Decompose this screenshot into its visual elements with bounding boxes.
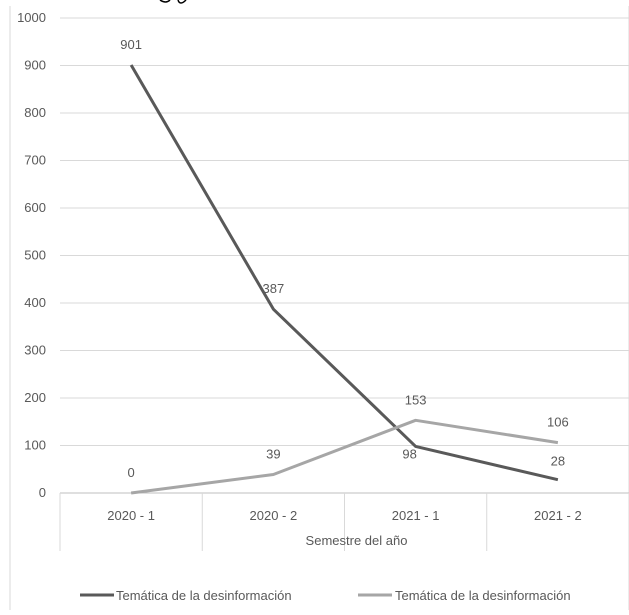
y-tick-label: 300	[24, 343, 46, 358]
title-fragment-stroke	[177, 0, 187, 4]
data-label: 28	[551, 454, 565, 469]
axes: 0 100 200 300 400 500 600 700 800 900 1000 2020 - 1…	[17, 10, 629, 551]
data-labels: 901 387 98 28 0 39 153 106	[120, 37, 568, 480]
x-tick-label: 2020 - 1	[107, 508, 155, 523]
data-label: 0	[128, 465, 135, 480]
y-tick-label: 400	[24, 295, 46, 310]
legend-label: Temática de la desinformación	[395, 588, 571, 603]
x-axis-title: Semestre del año	[306, 533, 408, 548]
data-label: 387	[263, 281, 285, 296]
y-tick-label: 200	[24, 390, 46, 405]
data-label: 39	[266, 446, 280, 461]
x-tick-label: 2021 - 2	[534, 508, 582, 523]
series-line	[129, 64, 559, 482]
series-lines	[129, 64, 559, 495]
title-fragment-stroke	[159, 0, 171, 3]
x-tick-label: 2021 - 1	[392, 508, 440, 523]
y-tick-label: 800	[24, 105, 46, 120]
y-tick-label: 700	[24, 153, 46, 168]
legend-label: Temática de la desinformación	[116, 588, 292, 603]
series-line	[130, 418, 559, 495]
y-tick-label: 900	[24, 58, 46, 73]
data-label: 98	[402, 446, 416, 461]
legend: Temática de la desinformación Temática de…	[80, 588, 571, 603]
data-label: 106	[547, 415, 569, 430]
y-tick-label: 500	[24, 248, 46, 263]
data-label: 901	[120, 37, 142, 52]
gridlines	[60, 17, 629, 446]
y-tick-label: 0	[39, 485, 46, 500]
y-tick-label: 1000	[17, 10, 46, 25]
x-tick-label: 2020 - 2	[250, 508, 298, 523]
data-label: 153	[405, 392, 427, 407]
y-tick-label: 100	[24, 438, 46, 453]
y-tick-label: 600	[24, 200, 46, 215]
